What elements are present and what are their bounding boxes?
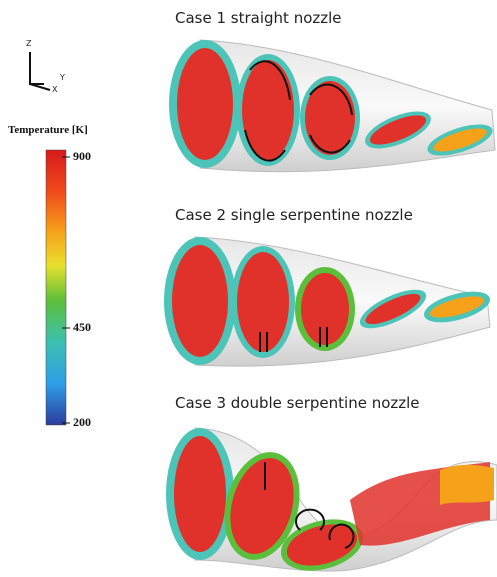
figure: Z Y X Temperature [K] Case 1 straight no… — [0, 0, 497, 577]
colorbar-title: Temperature [K] — [8, 124, 88, 136]
axis-z: Z — [26, 39, 32, 48]
colorbar-tick-label: 900 — [73, 149, 91, 163]
case-title: Case 3 double serpentine nozzle — [175, 394, 420, 412]
case-title: Case 1 straight nozzle — [175, 9, 342, 27]
axis-triad — [30, 52, 50, 90]
nozzle-case-3 — [166, 428, 497, 577]
nozzle-case-2 — [164, 237, 493, 366]
case-title: Case 2 single serpentine nozzle — [175, 206, 413, 224]
nozzle-case-1 — [169, 40, 496, 172]
colorbar-tick-label: 200 — [73, 415, 91, 429]
colorbar — [46, 150, 66, 425]
axis-y: Y — [59, 73, 65, 82]
colorbar-tick-label: 450 — [73, 320, 91, 334]
axis-x: X — [52, 85, 58, 94]
